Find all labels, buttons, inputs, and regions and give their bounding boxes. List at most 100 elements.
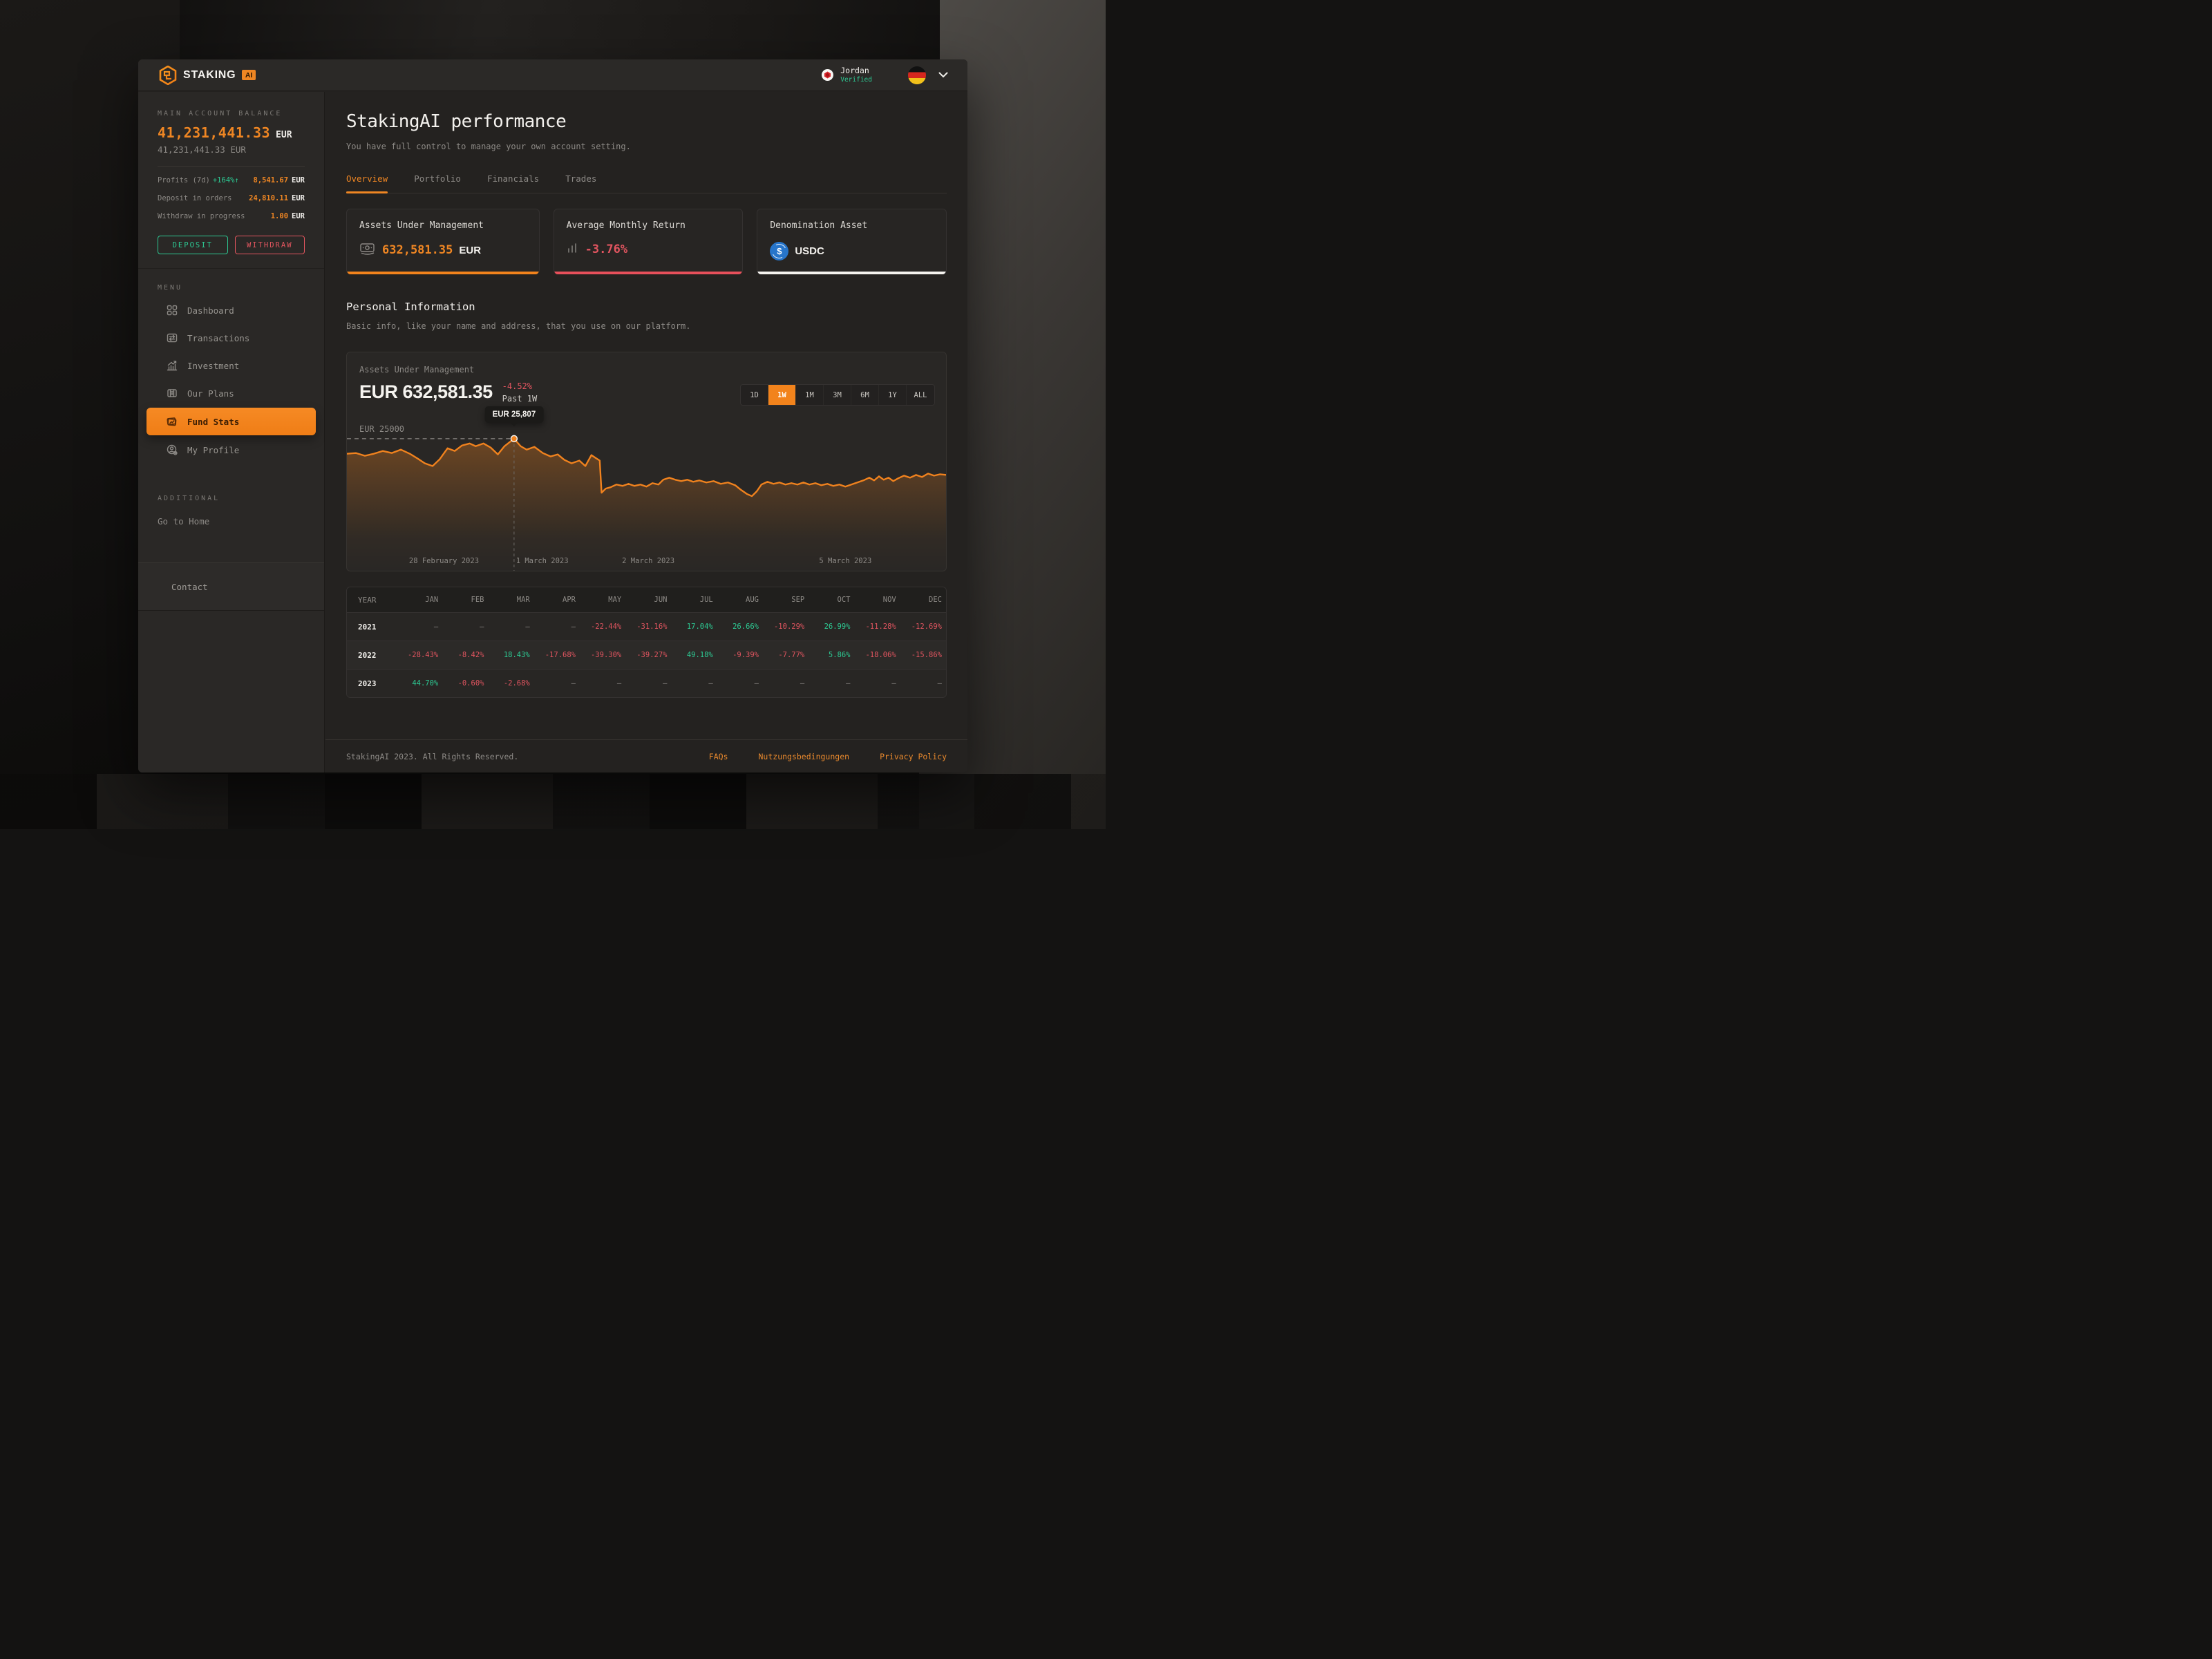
footer: StakingAI 2023. All Rights Reserved. FAQ… xyxy=(325,739,967,772)
card-value: 632,581.35 xyxy=(382,243,453,257)
table-header-jan: JAN xyxy=(425,596,439,604)
additional-links: Go to Home xyxy=(158,516,305,527)
chevron-down-icon[interactable] xyxy=(938,72,948,78)
table-header-dec: DEC xyxy=(929,596,942,604)
withdraw-button[interactable]: WITHDRAW xyxy=(234,236,305,254)
return-cell: -15.86% xyxy=(911,651,942,659)
return-cell: -7.77% xyxy=(778,651,805,659)
divider xyxy=(158,166,305,167)
return-cell: – xyxy=(616,679,622,688)
app-logo[interactable]: STAKING AI xyxy=(159,65,256,85)
card-value: -3.76% xyxy=(585,243,628,256)
tab-trades[interactable]: Trades xyxy=(565,173,596,193)
return-cell: -12.69% xyxy=(911,623,942,631)
return-cell: 5.86% xyxy=(828,651,851,659)
page-title: StakingAI performance xyxy=(346,111,567,132)
sidebar-item-label: Our Plans xyxy=(187,388,234,399)
sidebar-menu: Dashboard Transactions Investment Our Plans… xyxy=(138,297,324,463)
sidebar-item-contact[interactable]: Contact xyxy=(138,562,324,611)
table-header-nov: NOV xyxy=(882,596,896,604)
return-cell: -10.29% xyxy=(773,623,805,631)
language-flag-germany[interactable] xyxy=(908,66,926,84)
tab-label: Overview xyxy=(346,173,388,184)
card-accent-bar xyxy=(554,272,743,274)
balance-label: MAIN ACCOUNT BALANCE xyxy=(158,110,283,117)
range-button-3m[interactable]: 3M xyxy=(824,385,851,405)
stat-label: Withdraw in progress xyxy=(158,212,245,220)
return-cell: – xyxy=(480,623,484,631)
table-header-jul: JUL xyxy=(699,596,713,604)
table-header-feb: FEB xyxy=(471,596,484,604)
user-menu[interactable]: Jordan Verified xyxy=(822,66,948,84)
sidebar-item-transactions[interactable]: Transactions xyxy=(156,325,316,351)
return-cell: – xyxy=(800,679,805,688)
sidebar-item-dashboard[interactable]: Dashboard xyxy=(156,297,316,323)
stat-change: +164%↑ xyxy=(212,176,239,184)
stat-currency: EUR xyxy=(292,176,305,184)
menu-section-label: MENU xyxy=(158,284,183,292)
sidebar-item-go-to-home[interactable]: Go to Home xyxy=(158,516,210,527)
avatar xyxy=(822,69,834,81)
stat-currency: EUR xyxy=(292,194,305,202)
footer-link-faqs[interactable]: FAQs xyxy=(708,751,728,761)
card-value: USDC xyxy=(795,245,824,257)
sidebar-item-our-plans[interactable]: Our Plans xyxy=(156,380,316,406)
card-accent-bar xyxy=(757,272,946,274)
card-label: Assets Under Management xyxy=(359,220,484,231)
tab-overview[interactable]: Overview xyxy=(346,173,388,193)
chart-period: Past 1W xyxy=(502,394,538,404)
main-content: StakingAI performance You have full cont… xyxy=(325,92,967,772)
return-cell: – xyxy=(571,623,576,631)
dashboard-icon xyxy=(166,305,178,316)
year-cell: 2023 xyxy=(358,679,377,688)
stat-label: Deposit in orders xyxy=(158,194,232,202)
balance-stat-row: Profits (7d) +164%↑ 8,541.67 EUR xyxy=(158,176,305,184)
sidebar-item-my-profile[interactable]: My Profile xyxy=(156,437,316,463)
stat-value: 8,541.67 xyxy=(253,176,289,184)
footer-link-nutzungsbedingungen[interactable]: Nutzungsbedingungen xyxy=(758,751,850,761)
balance-stats: Profits (7d) +164%↑ 8,541.67 EUR Deposit in … xyxy=(158,176,305,220)
sidebar: MAIN ACCOUNT BALANCE 41,231,441.33 EUR 4… xyxy=(138,92,325,772)
stat-value: 1.00 xyxy=(270,212,289,220)
staking-logo-icon xyxy=(159,65,177,85)
tab-label: Trades xyxy=(565,173,597,184)
return-cell: -11.28% xyxy=(865,623,896,631)
chart-area[interactable]: EUR 25000 28 February 2023 1 March 2023 2 … xyxy=(347,406,946,571)
balance-secondary: 41,231,441.33 EUR xyxy=(158,144,246,155)
sidebar-item-fund-stats[interactable]: Fund Stats xyxy=(146,408,316,435)
range-button-1y[interactable]: 1Y xyxy=(879,385,907,405)
range-button-1m[interactable]: 1M xyxy=(796,385,824,405)
table-header-apr: APR xyxy=(563,596,576,604)
x-axis-label: 1 March 2023 xyxy=(516,557,569,565)
balance-value: 41,231,441.33 xyxy=(158,124,271,141)
card-label: Denomination Asset xyxy=(770,220,868,231)
table-row-2021: 2021 – – – – -22.44% -31.16% 17.04% 26.66% -10.29… xyxy=(347,612,946,641)
return-cell: 26.99% xyxy=(824,623,851,631)
range-button-all[interactable]: ALL xyxy=(914,390,927,399)
x-axis-label: 28 February 2023 xyxy=(408,557,480,565)
year-cell: 2022 xyxy=(358,650,377,660)
sidebar-item-investment[interactable]: Investment xyxy=(156,352,316,379)
divider xyxy=(138,268,324,269)
transactions-icon xyxy=(166,332,178,343)
range-button-1w[interactable]: 1W xyxy=(768,385,796,405)
stat-value: 24,810.11 xyxy=(249,194,289,202)
return-cell: – xyxy=(754,679,759,688)
range-button-6m[interactable]: 6M xyxy=(851,385,879,405)
time-range-selector: 1D 1W 1M 3M 6M 1Y ALL xyxy=(740,384,935,406)
logo-ai-badge: AI xyxy=(242,70,256,80)
balance-stat-row: Deposit in orders 24,810.11 EUR xyxy=(158,194,305,202)
return-cell: 26.66% xyxy=(732,623,759,631)
top-header: STAKING AI Jordan Verified xyxy=(138,59,967,91)
tab-label: Financials xyxy=(486,173,540,184)
tab-portfolio[interactable]: Portfolio xyxy=(414,173,461,193)
sidebar-item-label: My Profile xyxy=(187,444,240,455)
tab-financials[interactable]: Financials xyxy=(487,173,539,193)
range-button-1d[interactable]: 1D xyxy=(741,385,768,405)
footer-link-privacy-policy[interactable]: Privacy Policy xyxy=(880,751,947,761)
return-cell: 18.43% xyxy=(503,651,530,659)
return-cell: -22.44% xyxy=(590,623,622,631)
stat-currency: EUR xyxy=(292,212,305,220)
banknote-icon xyxy=(359,242,376,258)
deposit-button[interactable]: DEPOSIT xyxy=(158,236,228,254)
